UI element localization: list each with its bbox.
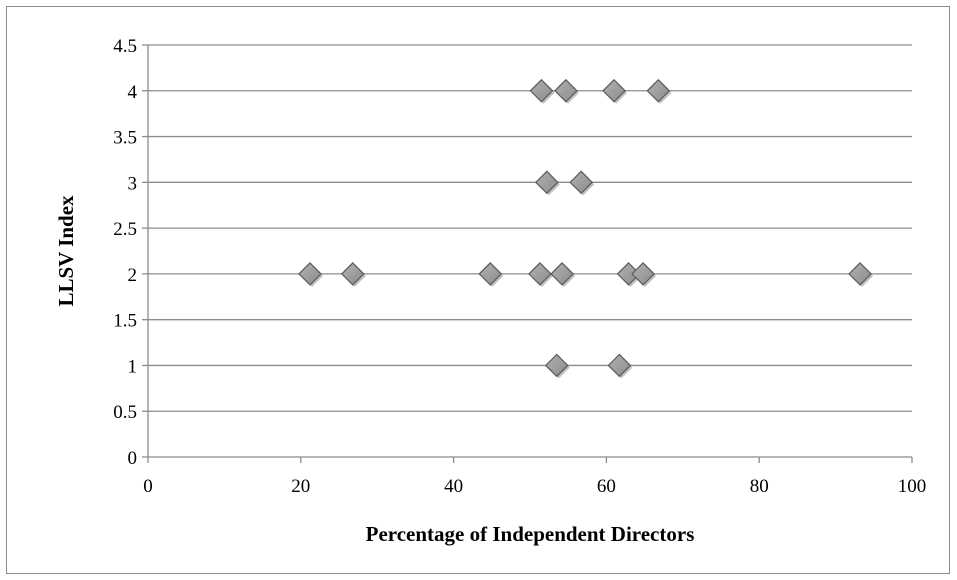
y-tick-label: 0.5 [113,402,137,423]
y-tick-label: 1 [128,356,138,377]
data-point [569,170,594,195]
y-tick-label: 1.5 [113,311,137,332]
y-tick-label: 4 [128,82,138,103]
y-tick-label: 4.5 [113,36,137,57]
data-point [554,78,578,103]
data-point [550,262,574,286]
y-tick-label: 3.5 [113,128,137,149]
data-points [298,78,874,379]
y-tick-label: 2 [128,265,138,286]
gridlines [148,44,912,412]
x-tick-label: 40 [444,476,463,497]
axes [142,44,913,463]
data-point [478,262,503,286]
x-tick-label: 60 [597,476,616,497]
data-point [602,78,626,103]
data-point [529,78,554,103]
x-axis-title: Percentage of Independent Directors [366,522,695,546]
x-tick-label: 20 [291,476,310,497]
x-tick-label: 80 [750,476,769,497]
y-tick-label: 0 [128,448,138,469]
data-point [544,353,569,378]
y-tick-labels: 0 0.5 1 1.5 2 2.5 3 3.5 4 4.5 [113,36,137,469]
y-tick-label: 2.5 [113,219,137,240]
y-axis-title: LLSV Index [54,195,78,307]
data-point [848,262,872,286]
data-point [528,262,552,286]
data-point [607,353,632,378]
data-point [646,78,671,103]
data-point [534,170,559,195]
data-point [340,262,365,286]
y-tick-label: 3 [128,173,138,194]
data-point [631,262,655,286]
x-tick-label: 100 [898,476,927,497]
data-point [298,262,322,286]
x-tick-label: 0 [143,476,153,497]
chart-frame [6,6,950,574]
x-tick-labels: 0 20 40 60 80 100 [143,476,926,497]
